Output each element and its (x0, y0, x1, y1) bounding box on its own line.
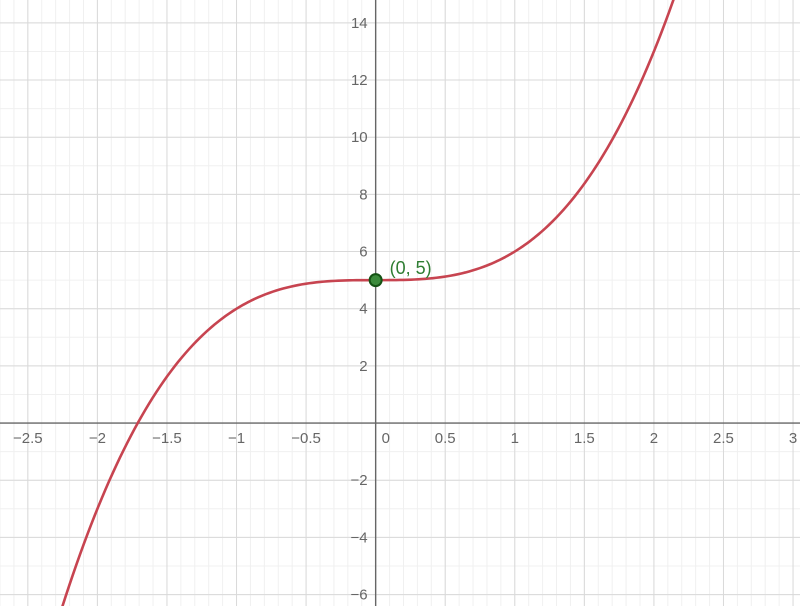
y-tick-label: 6 (359, 244, 367, 261)
highlight-point (370, 274, 382, 286)
x-tick-label: 3 (789, 430, 797, 447)
x-tick-label: −2 (89, 430, 106, 447)
x-tick-label: 1 (511, 430, 519, 447)
y-tick-label: −2 (351, 472, 368, 489)
chart-background (0, 0, 800, 606)
x-tick-label: 2 (650, 430, 658, 447)
x-tick-label: 0.5 (435, 430, 456, 447)
coordinate-chart: −2.5 −2 −1.5 −1 −0.5 0 0.5 1 1.5 2 2.5 3 −6 −4 −2 2 4 6 8 1… (0, 0, 800, 606)
y-tick-label: 14 (351, 15, 368, 32)
y-tick-label: −6 (351, 587, 368, 604)
x-tick-label: 2.5 (713, 430, 734, 447)
x-tick-label: −1 (228, 430, 245, 447)
x-tick-label: 0 (382, 430, 390, 447)
y-tick-label: 8 (359, 186, 367, 203)
y-tick-label: −4 (351, 529, 368, 546)
x-tick-label: −0.5 (291, 430, 321, 447)
x-tick-label: −2.5 (13, 430, 43, 447)
y-tick-label: 12 (351, 72, 368, 89)
y-tick-label: 10 (351, 129, 368, 146)
chart-svg: −2.5 −2 −1.5 −1 −0.5 0 0.5 1 1.5 2 2.5 3 −6 −4 −2 2 4 6 8 1… (0, 0, 800, 606)
point-label: (0, 5) (390, 258, 432, 278)
x-tick-label: −1.5 (152, 430, 182, 447)
y-tick-label: 2 (359, 358, 367, 375)
x-tick-label: 1.5 (574, 430, 595, 447)
y-tick-label: 4 (359, 301, 367, 318)
